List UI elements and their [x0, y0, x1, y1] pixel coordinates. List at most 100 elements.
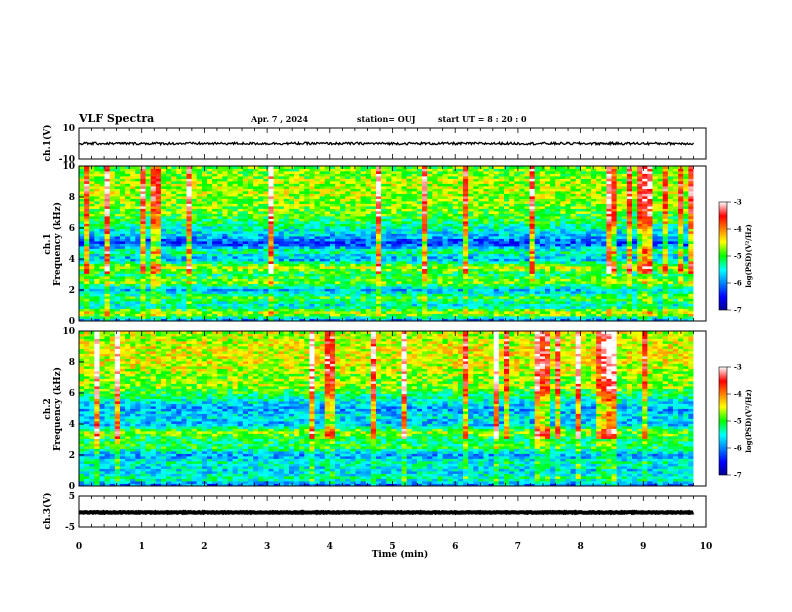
- spectrogram-cell: [212, 283, 218, 287]
- spectrogram-cell: [232, 206, 239, 209]
- spectrogram-cell: [155, 276, 162, 279]
- spectrogram-cell: [166, 238, 172, 242]
- spectrogram-cell: [94, 318, 100, 322]
- spectrogram-cell: [355, 176, 362, 179]
- spectrogram-cell: [130, 296, 136, 299]
- spectrogram-cell: [222, 188, 228, 192]
- spectrogram-cell: [227, 178, 234, 182]
- spectrogram-cell: [386, 286, 392, 289]
- spectrogram-cell: [114, 283, 121, 287]
- spectrogram-cell: [201, 268, 208, 272]
- spectrogram-cell: [288, 193, 295, 197]
- spectrogram-cell: [335, 303, 341, 307]
- spectrogram-cell: [406, 266, 413, 269]
- spectrogram-cell: [119, 228, 126, 232]
- spectrogram-cell: [247, 218, 254, 222]
- spectrogram-cell: [160, 191, 167, 194]
- spectrogram-cell: [391, 228, 397, 232]
- spectrogram-cell: [304, 298, 310, 302]
- spectrogram-cell: [181, 271, 187, 274]
- spectrogram-cell: [227, 186, 234, 189]
- spectrogram-cell: [483, 313, 490, 317]
- spectrogram-cell: [283, 221, 290, 224]
- spectrogram-cell: [166, 271, 172, 274]
- spectrogram-cell: [488, 286, 495, 289]
- spectrogram-cell: [150, 176, 157, 179]
- spectrogram-cell: [181, 203, 187, 207]
- spectrogram-cell: [217, 218, 223, 222]
- spectrogram-cell: [288, 238, 295, 242]
- spectrogram-cell: [288, 268, 295, 272]
- spectrogram-cell: [350, 301, 356, 304]
- spectrogram-cell: [391, 193, 397, 197]
- spectrogram-cell: [447, 266, 454, 269]
- spectrogram-cell: [365, 286, 372, 289]
- spectrogram-cell: [94, 176, 100, 179]
- spectrogram-cell: [186, 218, 193, 222]
- spectrogram-cell: [247, 236, 254, 239]
- spectrogram-cell: [288, 263, 295, 267]
- spectrogram-cell: [242, 171, 249, 174]
- spectrogram-cell: [247, 261, 254, 264]
- spectrogram-cell: [109, 248, 116, 252]
- spectrogram-cell: [181, 216, 187, 219]
- spectrogram-cell: [181, 213, 187, 217]
- spectrogram-cell: [335, 256, 341, 259]
- spectrogram-cell: [186, 281, 193, 284]
- spectrogram-cell: [212, 301, 218, 304]
- spectrogram-cell: [79, 221, 85, 224]
- spectrogram-cell: [278, 308, 285, 312]
- spectrogram-cell: [309, 236, 315, 239]
- spectrogram-cell: [109, 226, 116, 229]
- spectrogram-cell: [294, 308, 300, 312]
- spectrogram-cell: [160, 186, 167, 189]
- spectrogram-cell: [212, 176, 218, 179]
- spectrogram-cell: [171, 246, 177, 249]
- spectrogram-cell: [268, 243, 274, 247]
- spectrogram-cell: [84, 201, 90, 204]
- spectrogram-cell: [294, 316, 300, 319]
- spectrogram-cell: [381, 211, 387, 214]
- spectrogram-cell: [155, 293, 162, 297]
- spectrogram-cell: [309, 271, 315, 274]
- spectrogram-cell: [160, 293, 167, 297]
- spectrogram-cell: [319, 251, 326, 254]
- spectrogram-cell: [447, 261, 454, 264]
- spectrogram-cell: [176, 173, 182, 177]
- spectrogram-cell: [217, 178, 223, 182]
- spectrogram-cell: [447, 258, 454, 262]
- spectrogram-cell: [104, 226, 111, 229]
- spectrogram-cell: [463, 208, 469, 212]
- spectrogram-cell: [201, 271, 208, 274]
- spectrogram-cell: [375, 268, 382, 272]
- spectrogram-cell: [375, 256, 382, 259]
- spectrogram-cell: [294, 181, 300, 184]
- spectrogram-cell: [488, 308, 495, 312]
- spectrogram-cell: [386, 186, 392, 189]
- spectrogram-cell: [442, 191, 449, 194]
- spectrogram-cell: [483, 238, 490, 242]
- spectrogram-cell: [375, 178, 382, 182]
- spectrogram-cell: [109, 278, 116, 282]
- spectrogram-cell: [411, 276, 418, 279]
- spectrogram-cell: [217, 236, 223, 239]
- spectrogram-cell: [181, 318, 187, 322]
- spectrogram-cell: [381, 291, 387, 294]
- spectrogram-cell: [130, 276, 136, 279]
- spectrogram-cell: [463, 196, 469, 199]
- spectrogram-cell: [478, 198, 484, 202]
- spectrogram-cell: [452, 311, 459, 314]
- spectrogram-cell: [181, 168, 187, 172]
- spectrogram-cell: [201, 191, 208, 194]
- spectrogram-cell: [427, 188, 433, 192]
- spectrogram-cell: [104, 238, 111, 242]
- spectrogram-cell: [340, 178, 346, 182]
- spectrogram-cell: [452, 206, 459, 209]
- spectrogram-cell: [304, 241, 310, 244]
- spectrogram-cell: [150, 316, 157, 319]
- spectrogram-cell: [155, 318, 162, 322]
- spectrogram-cell: [227, 216, 234, 219]
- spectrogram-cell: [288, 218, 295, 222]
- spectrogram-cell: [309, 196, 315, 199]
- spectrogram-cell: [314, 248, 321, 252]
